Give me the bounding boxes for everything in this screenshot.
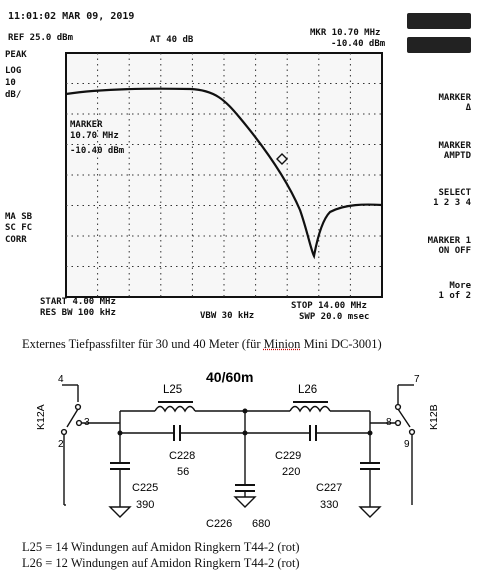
relay-right-label: K12B bbox=[428, 404, 440, 430]
softkey-blank-1 bbox=[407, 13, 471, 29]
softkey-blank-2 bbox=[407, 37, 471, 53]
scale-unit: dB/ bbox=[5, 90, 22, 100]
filter-response-trace bbox=[65, 87, 383, 260]
graticule-grid bbox=[66, 53, 382, 297]
label-c226: C226 bbox=[206, 518, 232, 530]
pin-9-label: 9 bbox=[404, 439, 410, 450]
softkey-more[interactable]: More 1 of 2 bbox=[438, 281, 471, 301]
status-corr: CORR bbox=[5, 235, 27, 245]
marker-readout-freq: MKR 10.70 MHz bbox=[310, 28, 381, 38]
softkey-marker1-sub: ON OFF bbox=[438, 246, 471, 256]
label-c227: C227 bbox=[316, 482, 342, 494]
ground-icon-c226 bbox=[233, 496, 257, 508]
value-c227: 330 bbox=[320, 499, 338, 511]
analyzer-graticule bbox=[65, 13, 471, 298]
label-l26: L26 bbox=[298, 384, 317, 396]
softkey-select-sub: 1 2 3 4 bbox=[433, 198, 471, 208]
marker-box-title: MARKER bbox=[70, 120, 103, 130]
value-c228: 56 bbox=[177, 466, 189, 478]
junction-dot-3 bbox=[242, 430, 248, 436]
label-l25: L25 bbox=[163, 384, 182, 396]
softkey-marker-delta-sub: Δ bbox=[465, 103, 471, 113]
analyzer-attenuation: AT 40 dB bbox=[150, 35, 194, 45]
scale-div: 10 bbox=[5, 78, 16, 88]
value-c226: 680 bbox=[252, 518, 270, 530]
softkey-marker-amptd-sub: AMPTD bbox=[443, 151, 471, 161]
value-c229: 220 bbox=[282, 466, 300, 478]
analyzer-ref-level: REF 25.0 dBm bbox=[8, 33, 74, 43]
value-c225: 390 bbox=[136, 499, 154, 511]
band-label: 40/60m bbox=[206, 369, 253, 385]
relay-right-contact-a bbox=[394, 403, 402, 411]
scale-type: LOG bbox=[5, 66, 22, 76]
pin-8-label: 8 bbox=[386, 417, 392, 428]
junction-dot-2 bbox=[242, 408, 248, 414]
relay-left-contact-a bbox=[74, 403, 82, 411]
relay-right-contact-9 bbox=[408, 428, 416, 436]
sweep-time: SWP 20.0 msec bbox=[299, 312, 370, 322]
softkey-select-label: SELECT bbox=[438, 188, 471, 198]
note-l25: L25 = 14 Windungen auf Amidon Ringkern T… bbox=[22, 540, 300, 554]
inductor-l26 bbox=[289, 405, 331, 413]
res-bw: RES BW 100 kHz bbox=[40, 308, 116, 318]
marker-box-level: -10.40 dBm bbox=[70, 146, 125, 156]
pin-7-label: 7 bbox=[414, 374, 420, 385]
softkey-marker-delta[interactable]: MARKER Δ bbox=[438, 93, 471, 113]
figure-caption: Externes Tiefpassfilter für 30 und 40 Me… bbox=[22, 337, 382, 352]
pin-4-label: 4 bbox=[58, 374, 64, 385]
label-c229: C229 bbox=[275, 450, 301, 462]
softkey-marker-delta-label: MARKER bbox=[438, 93, 471, 103]
relay-left-contact-2 bbox=[60, 428, 68, 436]
label-c228: C228 bbox=[169, 450, 195, 462]
caption-minion: Minion bbox=[263, 337, 301, 351]
spectrum-analyzer-screen: 11:01:02 MAR 09, 2019 REF 25.0 dBm AT 40… bbox=[5, 11, 471, 322]
relay-left-label: K12A bbox=[35, 404, 47, 430]
caption-suffix: Mini DC-3001) bbox=[300, 337, 382, 351]
video-bw: VBW 30 kHz bbox=[200, 311, 255, 321]
softkey-more-sub: 1 of 2 bbox=[438, 291, 471, 301]
ground-icon-c227 bbox=[358, 506, 382, 518]
start-freq: START 4.00 MHz bbox=[40, 297, 116, 307]
label-c225: C225 bbox=[132, 482, 158, 494]
analyzer-datetime: 11:01:02 MAR 09, 2019 bbox=[8, 11, 135, 22]
caption-prefix: Externes Tiefpassfilter für 30 und 40 Me… bbox=[22, 337, 264, 351]
softkey-select[interactable]: SELECT 1 2 3 4 bbox=[433, 188, 471, 208]
marker-box-freq: 10.70 MHz bbox=[70, 131, 119, 141]
status-sc-fc: SC FC bbox=[5, 223, 33, 233]
pin-2-label: 2 bbox=[58, 439, 64, 450]
junction-dot-4 bbox=[367, 430, 373, 436]
inductor-l25 bbox=[154, 405, 196, 413]
softkey-marker-amptd[interactable]: MARKER AMPTD bbox=[438, 141, 471, 161]
relay-right-switch-arm bbox=[397, 408, 411, 428]
pin-3-label: 3 bbox=[84, 417, 90, 428]
low-pass-filter-schematic: 40/60m L25 L26 4 3 2 7 8 9 K12A K12B C22… bbox=[35, 369, 440, 530]
status-ma-sb: MA SB bbox=[5, 212, 33, 222]
stop-freq: STOP 14.00 MHz bbox=[291, 301, 367, 311]
marker-diamond bbox=[276, 153, 288, 165]
scale-mode: PEAK bbox=[5, 50, 27, 60]
softkey-marker1-label: MARKER 1 bbox=[427, 236, 471, 246]
note-l26: L26 = 12 Windungen auf Amidon Ringkern T… bbox=[22, 556, 300, 570]
relay-left-contact-3 bbox=[75, 419, 83, 427]
softkey-marker1[interactable]: MARKER 1 ON OFF bbox=[428, 236, 471, 256]
marker-readout-level: -10.40 dBm bbox=[331, 39, 386, 49]
softkey-more-label: More bbox=[449, 281, 471, 291]
relay-left-switch-arm bbox=[66, 408, 79, 428]
junction-dot-1 bbox=[117, 430, 123, 436]
ground-icon-c225 bbox=[108, 506, 132, 518]
softkey-marker-amptd-label: MARKER bbox=[438, 141, 471, 151]
relay-right-contact-8 bbox=[394, 419, 402, 427]
